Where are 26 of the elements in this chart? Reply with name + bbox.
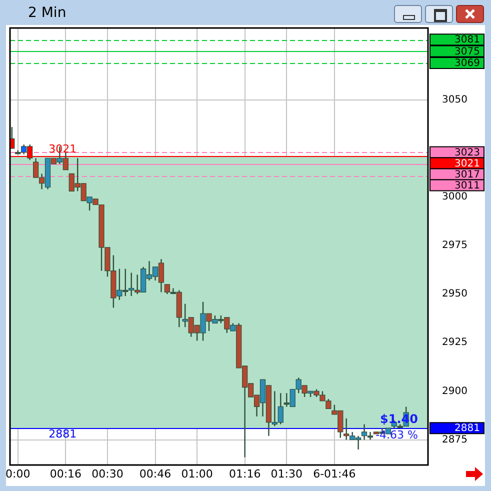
y-tick-label: 2975 xyxy=(442,240,468,252)
x-tick-label: 00:46 xyxy=(139,467,172,480)
ref-line-label: 3069 xyxy=(454,58,480,70)
ref-line-label: 3081 xyxy=(454,34,480,46)
x-tick-label: 00:30 xyxy=(92,467,124,480)
x-tick-label: 0:00 xyxy=(6,467,30,480)
y-tick-label: 2900 xyxy=(442,386,468,397)
x-tick-label: 6-01:46 xyxy=(313,467,356,480)
ref-line-label: 3021 xyxy=(454,158,480,170)
ref-line-label: 3023 xyxy=(454,147,480,158)
ref-line-label: 3011 xyxy=(454,180,480,192)
y-tick-label: 2875 xyxy=(442,434,468,446)
y-tick-label: 3050 xyxy=(442,94,468,106)
x-tick-label: 01:00 xyxy=(181,467,213,480)
annotation: 2881 xyxy=(48,427,77,440)
y-tick-label: 3000 xyxy=(442,192,468,203)
y-tick-label: 2950 xyxy=(442,288,468,300)
ref-line-label: 2881 xyxy=(454,423,480,434)
ref-line-label: 3017 xyxy=(454,169,480,180)
x-tick-label: 01:30 xyxy=(270,467,302,480)
x-tick-label: 00:16 xyxy=(50,467,82,480)
chart-title: 2 Min xyxy=(28,5,66,21)
annotation: -4.63 % xyxy=(376,428,418,442)
x-tick-label: 01:16 xyxy=(228,467,261,480)
ref-line-label: 3075 xyxy=(454,46,480,58)
y-tick-label: 2925 xyxy=(442,337,468,348)
